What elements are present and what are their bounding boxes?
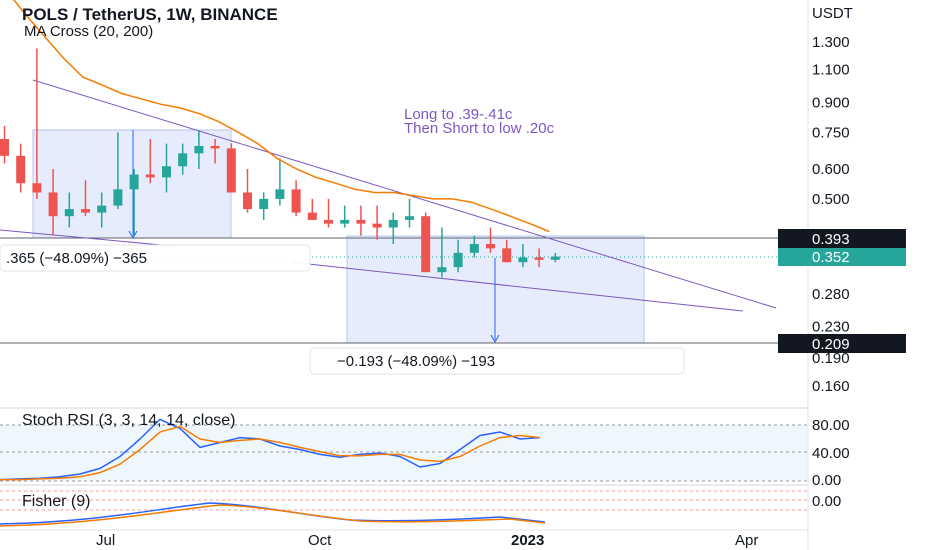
chart-title: POLS / TetherUS, 1W, BINANCE [22,5,278,24]
candles-group[interactable] [0,48,560,278]
measure-text-1: .365 (−48.09%) −365 [6,250,147,267]
candle-body[interactable] [453,252,463,268]
candle-body[interactable] [226,148,236,193]
candle-body[interactable] [32,183,42,193]
ma-cross-line[interactable] [5,0,550,233]
price-tick-4: 0.600 [812,161,850,178]
candle-body[interactable] [469,243,479,253]
stoch-tick-40: 40.00 [812,445,850,462]
candle-body[interactable] [421,216,431,273]
price-tick-5: 0.500 [812,191,850,208]
candle-body[interactable] [486,243,495,249]
stoch-band [0,425,808,481]
annotation-line-2[interactable]: Then Short to low .20c [404,120,555,137]
candle-body[interactable] [388,219,398,228]
candle-body[interactable] [178,153,188,167]
price-tick-0: 1.300 [812,34,850,51]
candle-body[interactable] [81,209,90,213]
candle-body[interactable] [48,192,58,217]
stoch-rsi-label[interactable]: Stoch RSI (3, 3, 14, 14, close) [22,412,235,429]
candle-body[interactable] [16,155,26,184]
price-tick-1: 1.100 [812,61,850,78]
time-label-2023: 2023 [511,532,544,549]
price-tick-3: 0.750 [812,124,850,141]
stoch-d-line[interactable] [0,425,541,481]
candle-body[interactable] [259,198,269,210]
time-label-oct: Oct [308,532,332,549]
candle-body[interactable] [372,223,382,228]
fisher-trigger-line[interactable] [0,504,546,527]
candle-body[interactable] [194,146,204,154]
candle-body[interactable] [291,189,301,213]
fisher-tick-0: 0.00 [812,493,841,510]
candle-body[interactable] [340,219,350,224]
candle-body[interactable] [324,219,333,224]
stoch-k-line[interactable] [0,418,541,481]
price-tick-6: 0.280 [812,286,850,303]
lower-trendline-2[interactable] [289,261,744,312]
svg-text:0.209: 0.209 [812,336,850,353]
candle-body[interactable] [97,205,107,213]
measure-text-2: −0.193 (−48.09%) −193 [337,353,495,370]
stoch-tick-80: 80.00 [812,417,850,434]
ma-indicator-label[interactable]: MA Cross (20, 200) [24,23,153,40]
price-tick-2: 0.900 [812,94,850,111]
candle-body[interactable] [145,174,155,178]
svg-text:0.352: 0.352 [812,249,850,266]
svg-text:0.393: 0.393 [812,231,850,248]
candle-body[interactable] [275,189,285,199]
candle-body[interactable] [162,166,171,178]
currency-label: USDT [812,5,853,22]
candle-body[interactable] [518,257,528,263]
candle-body[interactable] [550,256,560,260]
price-tick-9: 0.160 [812,378,850,395]
candle-body[interactable] [356,219,366,224]
candle-body[interactable] [210,146,220,149]
candle-body[interactable] [437,267,447,273]
time-label-jul: Jul [96,532,115,549]
candle-body[interactable] [113,189,123,206]
measure-arrow-2 [490,258,500,344]
price-tick-8: 0.190 [812,350,850,367]
price-tick-7: 0.230 [812,318,850,335]
candle-body[interactable] [243,192,252,210]
lower-trendline[interactable] [0,229,173,247]
candle-body[interactable] [307,212,317,220]
measure-label-1: .365 (−48.09%) −365 [0,244,311,272]
fisher-label[interactable]: Fisher (9) [22,493,90,510]
candle-body[interactable] [64,209,74,217]
stoch-tick-0: 0.00 [812,472,841,489]
price-tag-upper: 0.393 [778,229,906,248]
price-tag-current: 0.352 [778,248,906,266]
annotation-line-1[interactable]: Long to .39-.41c [404,106,513,123]
candle-body[interactable] [534,257,544,260]
time-label-apr: Apr [735,532,758,549]
measure-label-2: −0.193 (−48.09%) −193 [309,347,685,375]
price-axis[interactable]: 1.300 1.100 0.900 0.750 0.600 0.500 0.280 0.230… [812,34,850,395]
candle-body[interactable] [405,216,414,220]
candle-body[interactable] [502,248,512,263]
price-tag-lower: 0.209 [778,334,906,353]
candle-body[interactable] [0,139,9,156]
candle-body[interactable] [129,174,139,190]
